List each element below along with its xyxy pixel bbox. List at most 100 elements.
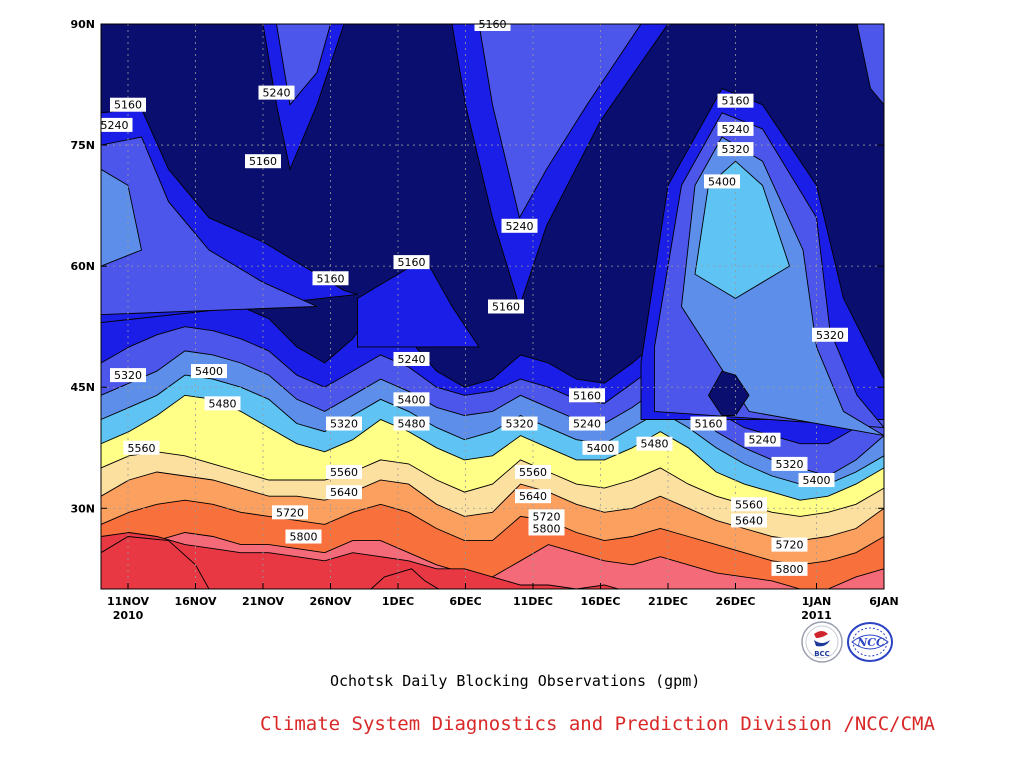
contour-label-box xyxy=(690,416,727,431)
contour-label-box xyxy=(717,93,754,108)
contour-label-text: 5320 xyxy=(330,418,358,431)
contour-label-text: 5160 xyxy=(249,155,277,168)
region-5240-nov21 xyxy=(276,24,331,106)
region-5240-west xyxy=(101,136,318,316)
contour-label-text: 5640 xyxy=(735,514,763,527)
credit-line: Climate System Diagnostics and Predictio… xyxy=(260,713,935,735)
region-5880-west xyxy=(101,536,210,589)
contour-label-box xyxy=(744,432,781,447)
contour-label-text: 5240 xyxy=(722,123,750,136)
contour-label: 5400 xyxy=(191,364,227,379)
contour-label: 5720 xyxy=(771,537,808,552)
contour-label-box xyxy=(393,416,430,431)
contour-label: 5320 xyxy=(812,327,848,342)
contour-line-5240 xyxy=(101,326,884,445)
contour-label-box xyxy=(569,416,605,431)
contour-label-text: 5560 xyxy=(128,442,156,455)
contour-label-text: 5400 xyxy=(398,393,426,406)
y-tick-label: 45N xyxy=(70,381,95,394)
band-5880 xyxy=(101,532,884,589)
grid-lines xyxy=(101,24,884,589)
contour-label-box xyxy=(501,218,538,233)
contour-label: 5320 xyxy=(717,142,754,157)
contour-label: 5240 xyxy=(717,121,754,136)
svg-text:BCC: BCC xyxy=(814,650,830,658)
contour-label-box xyxy=(528,509,565,524)
contour-label-box xyxy=(393,351,430,366)
contour-label-box xyxy=(393,392,430,407)
region-low-cell xyxy=(707,370,750,416)
contour-line-5880 xyxy=(101,532,620,589)
contour-label-box xyxy=(717,121,754,136)
contour-label-text: 5400 xyxy=(708,175,736,188)
contour-label: 5240 xyxy=(393,351,430,366)
contour-label-text: 5720 xyxy=(533,510,561,523)
contour-label-box xyxy=(731,497,767,512)
x-tick-label: 21DEC xyxy=(648,595,688,608)
contour-label: 5720 xyxy=(272,505,308,520)
contour-label: 5560 xyxy=(326,464,362,479)
contour-label-box xyxy=(704,174,740,189)
contour-label-box xyxy=(110,368,146,383)
contour-label: 5320 xyxy=(501,416,538,431)
contour-label-box xyxy=(582,440,619,455)
contour-label: 5160 xyxy=(312,271,349,286)
x-tick-label: 16NOV xyxy=(174,595,217,608)
x-tick-label: 21NOV xyxy=(242,595,285,608)
contour-label: 5480 xyxy=(204,396,241,411)
region-5880-dec xyxy=(370,568,440,589)
contour-label: 5160 xyxy=(488,299,524,314)
contour-label: 5240 xyxy=(258,85,295,100)
contour-label: 5160 xyxy=(690,416,727,431)
contour-line-5640 xyxy=(101,471,884,542)
contour-label-text: 5320 xyxy=(722,143,750,156)
x-tick-label: 11DEC xyxy=(513,595,553,608)
contour-label: 5480 xyxy=(393,416,430,431)
contour-label-box xyxy=(501,416,538,431)
contour-label-box xyxy=(528,521,565,536)
contour-label-box xyxy=(771,561,808,576)
contour-label: 5160 xyxy=(110,97,146,112)
region-5320-west xyxy=(101,168,143,267)
contour-label-box xyxy=(771,456,808,471)
contour-label-box xyxy=(326,464,362,479)
y-tick-label: 60N xyxy=(70,260,95,273)
contour-label-text: 5320 xyxy=(776,458,804,471)
contour-label: 5160 xyxy=(569,388,605,403)
contour-label: 5320 xyxy=(110,368,146,383)
y-tick-label: 90N xyxy=(70,18,95,31)
contour-label-text: 5480 xyxy=(398,418,426,431)
contour-label: 5640 xyxy=(326,485,362,500)
x-tick-year: 2010 xyxy=(113,609,144,622)
contour-label-box xyxy=(326,485,362,500)
contour-label-box xyxy=(731,513,767,528)
contour-label: 5400 xyxy=(798,473,835,488)
y-axis: 90N 75N 60N 45N 30N xyxy=(70,18,884,515)
contour-label-text: 5160 xyxy=(492,301,520,314)
contour-label-text: 5160 xyxy=(398,256,426,269)
contour-label: 5560 xyxy=(515,464,551,479)
contour-label: 5800 xyxy=(771,561,808,576)
contour-label: 5640 xyxy=(515,489,551,504)
contour-label-box xyxy=(569,388,605,403)
contour-label-box xyxy=(515,464,551,479)
contour-label: 5640 xyxy=(731,513,767,528)
contour-label: 5800 xyxy=(285,529,322,544)
contour-label-text: 5160 xyxy=(317,272,345,285)
contour-label: 5240 xyxy=(744,432,781,447)
x-tick-label: 1DEC xyxy=(382,595,414,608)
contour-label-box xyxy=(771,537,808,552)
x-tick-label: 11NOV xyxy=(107,595,150,608)
contour-line-5400 xyxy=(101,374,884,485)
contour-label: 5240 xyxy=(501,218,538,233)
contour-label: 5320 xyxy=(326,416,362,431)
contour-label-text: 5640 xyxy=(330,486,358,499)
contour-label-text: 5480 xyxy=(209,397,237,410)
contour-label-text: 5640 xyxy=(519,490,547,503)
contour-label-box xyxy=(285,529,322,544)
contour-label-text: 5800 xyxy=(533,522,561,535)
x-tick-label: 26NOV xyxy=(309,595,352,608)
contour-label-box xyxy=(326,416,362,431)
